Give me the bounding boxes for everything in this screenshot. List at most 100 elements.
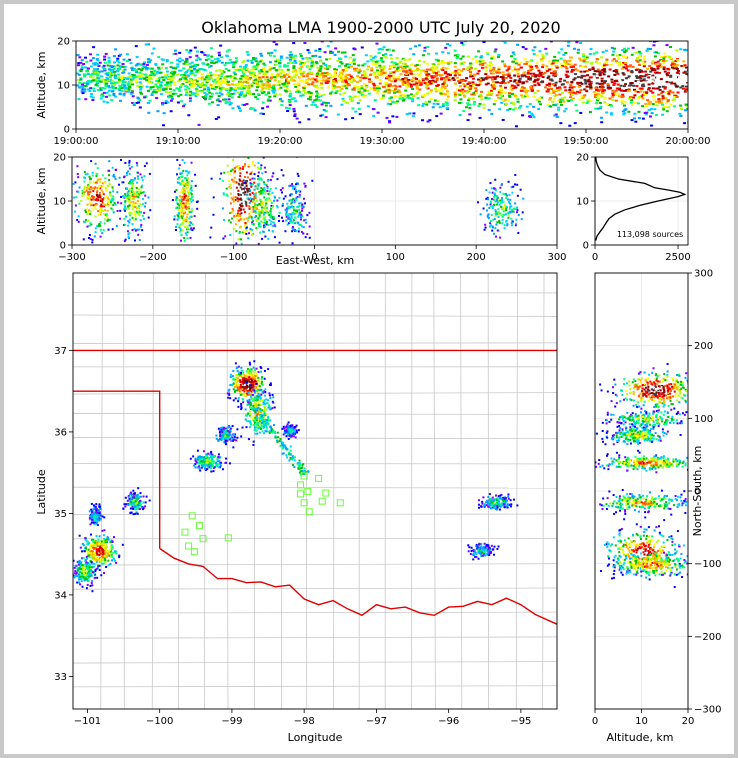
map-xtick-label: −101 [74,716,101,727]
station-marker [336,499,344,507]
time-altitude-xtick-label: 19:50:00 [564,136,609,147]
map-cluster [467,542,500,561]
map-xtick-label: −97 [366,716,387,727]
time-altitude-xtick-label: 20:00:00 [666,136,711,147]
altitude-histogram-ytick-label: 10 [576,197,589,208]
east-west-cluster [72,160,131,244]
east-west-xtick-label: 300 [547,252,566,263]
map-cluster [73,550,101,593]
map-xtick-label: −98 [294,716,315,727]
time-altitude-ytick-label: 10 [57,81,70,92]
east-west-altitude-panel: −300 −200 −100 0 100 200 300 0 10 20 [53,153,566,264]
map-xlabel: Longitude [288,731,343,744]
time-altitude-xtick-label: 19:40:00 [462,136,507,147]
time-altitude-ylabel: Altitude, km [35,51,48,118]
station-marker [305,508,313,516]
east-west-cluster [244,157,288,245]
station-marker [318,497,326,505]
north-south-ytick-label: −300 [694,705,721,716]
station-marker [224,534,232,542]
east-west-ytick-label: 20 [53,153,66,164]
east-west-xtick-label: 100 [386,252,405,263]
east-west-cluster [476,173,525,239]
north-south-ytick-label: −200 [694,632,721,643]
east-west-ytick-label: 10 [53,197,66,208]
time-altitude-xtick-label: 19:00:00 [54,136,99,147]
station-marker [297,490,305,498]
map-cluster-streak [249,399,310,476]
map-frame [72,272,558,710]
east-west-cluster [171,158,199,245]
station-marker [315,474,323,482]
map-ytick-label: 36 [54,427,67,438]
station-marker [188,512,196,520]
time-altitude-panel: 19:00:00 19:10:00 19:20:00 19:30:00 19:40:00… [54,37,711,148]
north-south-ylabel: North-South, km [691,446,704,537]
time-altitude-xtick-label: 19:10:00 [156,136,201,147]
north-south-cluster [595,451,688,474]
north-south-cluster [599,551,688,588]
map-xtick-label: −99 [221,716,242,727]
station-marker [181,528,189,536]
map-ytick-label: 34 [54,590,67,601]
altitude-histogram-line [595,156,687,241]
north-south-ytick-label: 100 [694,414,713,425]
east-west-xtick-label: −300 [58,252,85,263]
map-cluster [88,502,106,526]
north-south-ytick-label: 200 [694,341,713,352]
map-ytick-label: 33 [54,672,67,683]
east-west-xlabel: East-West, km [276,254,354,267]
map-xtick-label: −100 [146,716,173,727]
map-cluster [73,529,124,577]
altitude-histogram-panel: 0 2500 0 10 20 [576,153,690,264]
north-south-cluster [599,363,688,418]
east-west-cluster [116,159,152,245]
station-marker [322,489,330,497]
east-west-ylabel: Altitude, km [35,167,48,234]
time-altitude-xtick-label: 19:30:00 [360,136,405,147]
station-marker [300,499,308,507]
map-xtick-label: −96 [438,716,459,727]
map-ytick-label: 37 [54,346,67,357]
north-south-xtick-label: 0 [592,716,598,727]
east-west-xtick-label: 200 [467,252,486,263]
north-south-cluster [601,405,688,432]
north-south-xtick-label: 10 [635,716,648,727]
east-west-xtick-label: −200 [139,252,166,263]
map-cluster [215,425,239,449]
time-altitude-ytick-label: 20 [57,37,70,48]
altitude-histogram-xtick-label: 2500 [665,252,690,263]
north-south-ytick-label: 0 [694,487,700,498]
east-west-xtick-label: 0 [311,252,317,263]
north-south-xtick-label: 20 [682,716,695,727]
north-south-xlabel: Altitude, km [606,731,673,744]
chart-title: Oklahoma LMA 1900-2000 UTC July 20, 2020 [201,18,560,37]
altitude-histogram-ytick-label: 20 [576,153,589,164]
time-altitude-ytick-label: 0 [64,125,70,136]
east-west-ytick-label: 0 [60,241,66,252]
oklahoma-state-border [73,349,557,625]
altitude-histogram-ytick-label: 0 [583,241,589,252]
station-marker [195,522,203,530]
county-boundaries [73,273,557,709]
map-cluster [477,493,519,511]
time-altitude-xtick-label: 19:20:00 [258,136,303,147]
plan-view-map-panel: −101 −100 −99 −98 −97 −96 −95 33 34 35 36 37 [54,272,558,727]
time-altitude-density [76,41,688,128]
lma-stations [181,472,344,556]
source-count-annotation: 113,098 sources [617,230,683,239]
map-cluster [189,449,232,473]
station-marker [304,487,312,495]
station-marker [300,472,308,480]
north-south-cluster [599,489,688,522]
east-west-cluster [277,157,314,245]
map-ylabel: Latitude [35,469,48,515]
north-south-ytick-label: 300 [694,269,713,280]
map-xtick-label: −95 [510,716,531,727]
map-cluster [122,487,151,516]
north-south-cluster [603,516,685,581]
altitude-histogram-xtick-label: 0 [592,252,598,263]
lma-figure: Oklahoma LMA 1900-2000 UTC July 20, 2020… [35,18,721,744]
station-marker [185,542,193,550]
station-marker [190,548,198,556]
